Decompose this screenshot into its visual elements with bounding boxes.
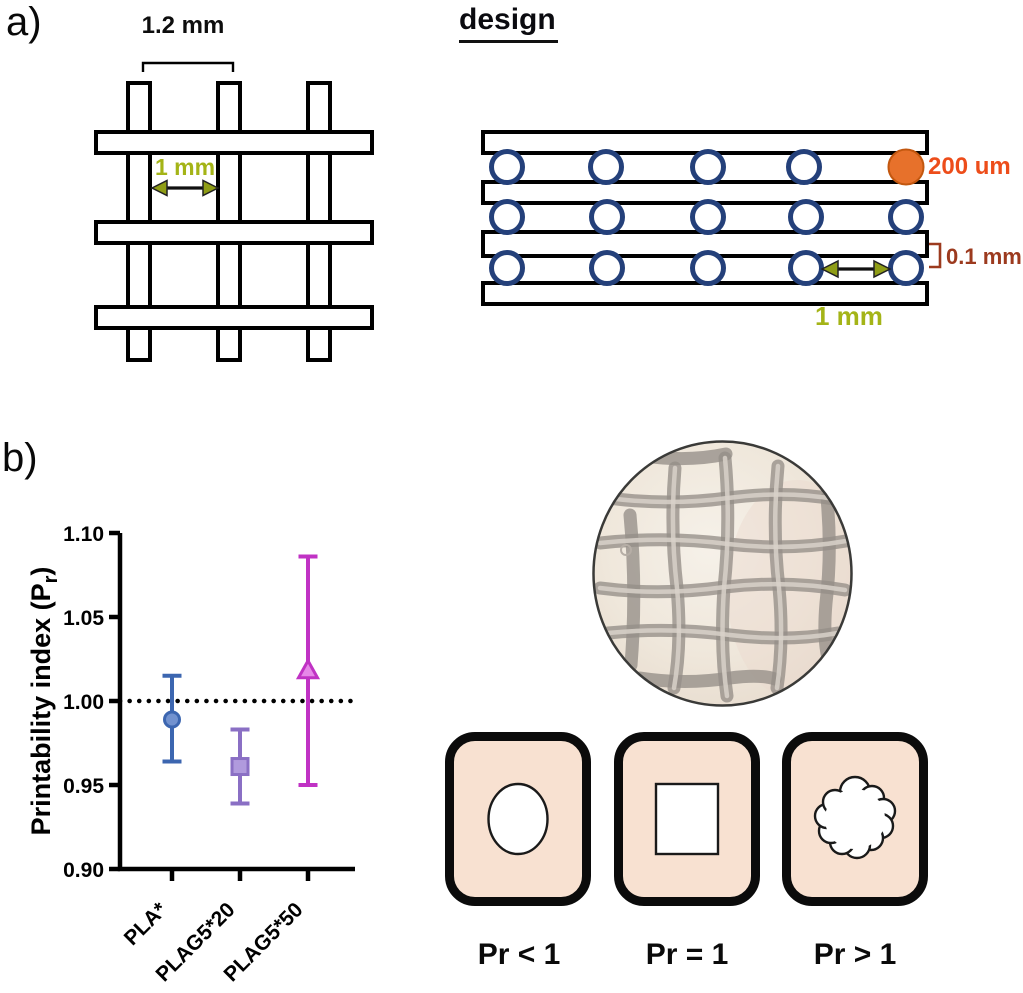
dim-0-1mm-label: 0.1 mm	[946, 244, 1022, 269]
square-pore-shape	[654, 782, 720, 856]
dim-1mm-label: 1 mm	[154, 154, 216, 180]
y-tick-label: 0.95	[63, 775, 104, 798]
y-tick-label: 1.00	[63, 691, 104, 714]
x-category-label: PLA*	[120, 898, 172, 950]
panel-a-label: a)	[6, 0, 42, 44]
panel-b-label: b)	[2, 436, 38, 480]
chart-svg: 1.101.051.000.950.90PLA*PLAG5*20PLAG5*50…	[26, 523, 358, 986]
circle-pore-shape	[487, 782, 549, 856]
horizontal-strands	[94, 130, 374, 330]
dim-1-2mm-label: 1.2 mm	[141, 12, 225, 39]
layer-height-bracket	[929, 242, 942, 269]
y-tick-label: 1.10	[63, 523, 104, 546]
printability-chart: 1.10 1.05 1.00 0.95 0.90 PLA* PLAG5*20 PLAG5*50…	[10, 510, 380, 993]
data-marker	[295, 657, 321, 680]
pr-greater-label: Pr > 1	[813, 938, 897, 971]
scaffold-top-view-diagram	[94, 61, 374, 362]
pr-card-circle	[445, 732, 591, 906]
design-title: design	[459, 3, 558, 43]
y-axis-label: Printability index (Pr)	[26, 567, 62, 836]
highlighted-fiber	[887, 148, 925, 186]
data-marker	[163, 710, 181, 729]
spacing-bracket	[141, 61, 235, 72]
y-tick-label: 0.90	[63, 859, 104, 882]
scaffold-side-view-diagram	[481, 130, 942, 306]
fiber-cross-sections	[489, 148, 925, 286]
photo-mesh-strands	[593, 447, 852, 703]
printed-scaffold-photo	[592, 440, 853, 707]
dim-1mm-side-label: 1 mm	[815, 301, 883, 331]
pr-card-square	[614, 732, 760, 906]
pr-less-label: Pr < 1	[477, 938, 561, 971]
photo-border	[592, 440, 853, 707]
cloud-pore-shape	[813, 775, 897, 860]
gap-arrow	[820, 259, 892, 279]
gap-arrow	[150, 179, 220, 197]
y-tick-label: 1.05	[63, 607, 104, 630]
pr-card-cloud	[782, 732, 928, 906]
data-marker	[230, 757, 250, 777]
pr-equal-label: Pr = 1	[645, 938, 729, 971]
dim-200um-label: 200 um	[928, 153, 1011, 180]
